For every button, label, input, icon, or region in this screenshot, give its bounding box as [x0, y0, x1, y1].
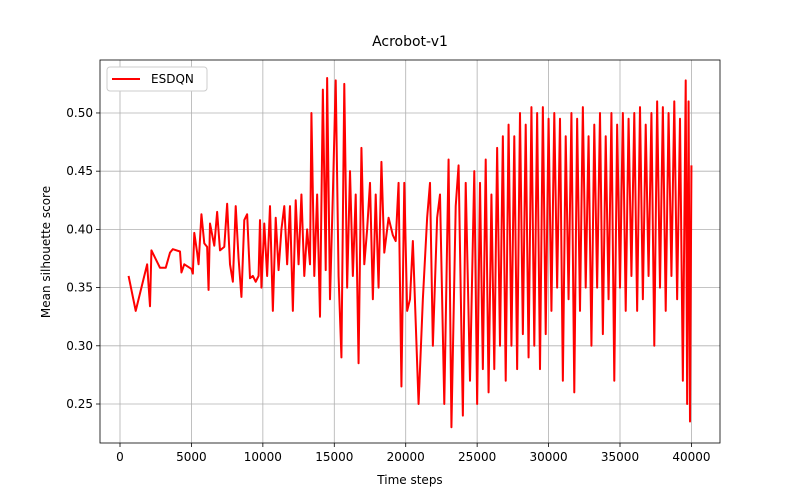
y-tick-label: 0.35 [66, 281, 93, 295]
x-tick-label: 10000 [244, 450, 282, 464]
x-tick-label: 35000 [601, 450, 639, 464]
y-axis-label: Mean silhouette score [39, 186, 53, 318]
data-line [127, 77, 693, 429]
x-tick-label: 15000 [315, 450, 353, 464]
y-tick-label: 0.45 [66, 164, 93, 178]
x-tick-label: 0 [116, 450, 124, 464]
chart-title: Acrobot-v1 [372, 34, 448, 50]
x-tick-label: 25000 [458, 450, 496, 464]
y-tick-label: 0.30 [66, 339, 93, 353]
legend-label: ESDQN [151, 72, 194, 86]
plot-frame [99, 59, 721, 444]
legend-box [106, 66, 208, 92]
x-tick-label: 40000 [672, 450, 710, 464]
x-tick-label: 5000 [176, 450, 207, 464]
y-tick-label: 0.40 [66, 222, 93, 236]
x-tick-label: 20000 [387, 450, 425, 464]
x-axis-label: Time steps [376, 473, 442, 487]
y-tick-label: 0.50 [66, 106, 93, 120]
y-tick-label: 0.25 [66, 397, 93, 411]
x-tick-label: 30000 [529, 450, 567, 464]
